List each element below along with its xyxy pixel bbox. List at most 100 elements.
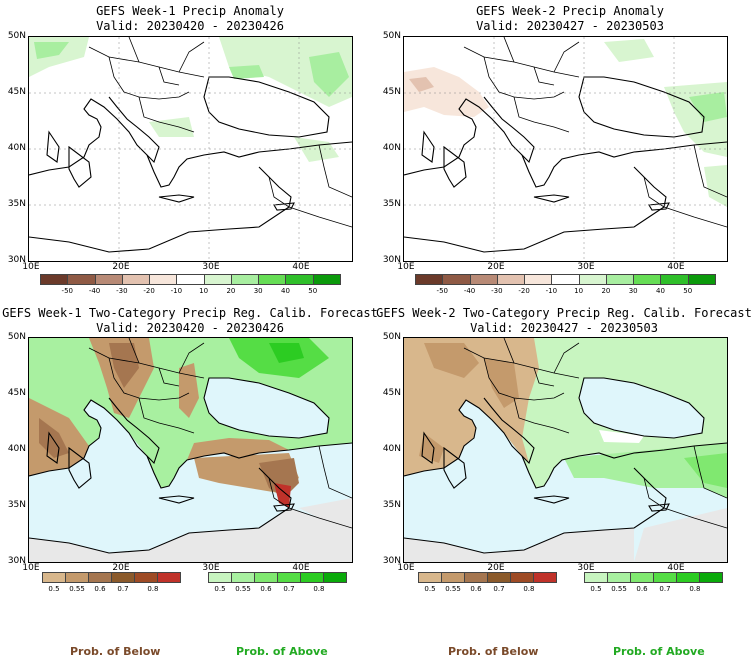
colorbar-tick-label: 0.6 — [470, 585, 482, 593]
panel2-title-line2: Valid: 20230427 - 20230503 — [476, 19, 664, 33]
colorbar-tick-label: -20 — [143, 287, 155, 295]
panel4-lat-35n: 35N — [382, 500, 401, 510]
panel2-borders — [463, 37, 727, 228]
colorbar-swatch — [94, 274, 123, 285]
panel2-map — [403, 36, 728, 262]
colorbar-swatch — [42, 572, 66, 583]
colorbar-tick-label: 0.55 — [235, 585, 251, 593]
colorbar-tick-label: 30 — [628, 287, 638, 295]
panel4-lon-20e: 20E — [487, 563, 505, 573]
colorbar-tick-label: 0.8 — [523, 585, 535, 593]
colorbar-swatch — [578, 274, 607, 285]
panel1-anomaly-fill — [29, 37, 352, 162]
panel3-lon-40e: 40E — [292, 563, 310, 573]
panel1-title-line1: GEFS Week-1 Precip Anomaly — [96, 4, 284, 18]
panel3-lat-40n: 40N — [7, 444, 26, 454]
colorbar-tick-label: 30 — [253, 287, 263, 295]
panel3-lon-20e: 20E — [112, 563, 130, 573]
panel3-title-line1: GEFS Week-1 Two-Category Precip Reg. Cal… — [2, 306, 378, 320]
panel2-title: GEFS Week-2 Precip Anomaly Valid: 202304… — [400, 4, 740, 34]
panel2-lat-50n: 50N — [382, 31, 401, 41]
panel2-lat-40n: 40N — [382, 143, 401, 153]
colorbar-tick-label: 10 — [199, 287, 209, 295]
colorbar-swatch — [258, 274, 287, 285]
panel3-prob-fill — [29, 338, 352, 562]
colorbar-swatch — [510, 572, 534, 583]
colorbar-swatch — [415, 274, 444, 285]
panel4-lat-50n: 50N — [382, 332, 401, 342]
panel2-coastlines — [404, 76, 727, 253]
colorbar-tick-label: 0.8 — [313, 585, 325, 593]
panel4-lon-30e: 30E — [577, 563, 595, 573]
panel1-lat-30n: 30N — [7, 255, 26, 265]
colorbar-tick-label: 10 — [574, 287, 584, 295]
panel2-lon-10e: 10E — [397, 262, 415, 272]
panel1-lat-35n: 35N — [7, 199, 26, 209]
colorbar-tick-label: 0.5 — [214, 585, 226, 593]
panel4-below-colorbar: 0.5 0.55 0.6 0.7 0.8 — [418, 572, 557, 596]
colorbar-tick-label: 0.8 — [689, 585, 701, 593]
colorbar-tick-label: 0.55 — [611, 585, 627, 593]
panel3-prob-below-label: Prob. of Below — [70, 645, 161, 658]
colorbar-tick-label: -50 — [436, 287, 448, 295]
panel2-lon-30e: 30E — [577, 262, 595, 272]
panel4-above-colorbar: 0.5 0.55 0.6 0.7 0.8 — [584, 572, 723, 596]
colorbar-tick-label: 0.6 — [636, 585, 648, 593]
colorbar-swatch — [285, 274, 314, 285]
colorbar-tick-label: -10 — [170, 287, 183, 295]
colorbar-swatch — [633, 274, 662, 285]
panel2-anomaly-fill — [404, 39, 727, 207]
colorbar-swatch — [149, 274, 178, 285]
panel1-lat-45n: 45N — [7, 87, 26, 97]
colorbar-swatch — [121, 274, 151, 285]
colorbar-tick-label: 0.55 — [69, 585, 85, 593]
colorbar-swatch — [469, 274, 498, 285]
panel4-lat-45n: 45N — [382, 388, 401, 398]
colorbar-swatch — [653, 572, 677, 583]
panel4-map-svg — [404, 338, 727, 562]
colorbar-swatch — [687, 274, 716, 285]
panel2-anomaly-colorbar: -50 -40 -30 -20 -10 10 20 30 40 50 — [415, 274, 716, 298]
panel4-title-line1: GEFS Week-2 Two-Category Precip Reg. Cal… — [376, 306, 752, 320]
colorbar-swatch — [551, 274, 580, 285]
panel2-title-line1: GEFS Week-2 Precip Anomaly — [476, 4, 664, 18]
panel3-below-colorbar: 0.5 0.55 0.6 0.7 0.8 — [42, 572, 181, 596]
panel1-gridlines — [29, 37, 352, 261]
colorbar-swatch — [67, 274, 96, 285]
panel3-title-line2: Valid: 20230420 - 20230426 — [96, 321, 284, 335]
colorbar-tick-label: 0.7 — [493, 585, 505, 593]
colorbar-swatch — [533, 572, 557, 583]
panel4-lat-40n: 40N — [382, 444, 401, 454]
colorbar-swatch — [203, 274, 232, 285]
colorbar-swatch — [134, 572, 158, 583]
colorbar-swatch — [605, 274, 635, 285]
panel4-coastlines — [404, 377, 727, 554]
colorbar-swatch — [584, 572, 608, 583]
panel4-lon-40e: 40E — [667, 563, 685, 573]
colorbar-tick-label: -50 — [61, 287, 73, 295]
panel1-coastlines — [29, 76, 352, 253]
panel3-lon-10e: 10E — [22, 563, 40, 573]
colorbar-swatch — [300, 572, 324, 583]
colorbar-swatch — [231, 572, 255, 583]
colorbar-tick-label: -30 — [491, 287, 503, 295]
panel3-map-svg — [29, 338, 352, 562]
colorbar-swatch — [88, 572, 112, 583]
panel4-lon-10e: 10E — [397, 563, 415, 573]
colorbar-swatch — [254, 572, 278, 583]
colorbar-swatch — [487, 572, 511, 583]
panel1-title: GEFS Week-1 Precip Anomaly Valid: 202304… — [20, 4, 360, 34]
colorbar-tick-label: -10 — [545, 287, 558, 295]
colorbar-tick-label: 40 — [655, 287, 665, 295]
colorbar-swatch — [277, 572, 301, 583]
colorbar-swatch — [630, 572, 654, 583]
colorbar-swatch — [496, 274, 526, 285]
colorbar-tick-label: 0.7 — [283, 585, 295, 593]
panel4-map — [403, 337, 728, 563]
colorbar-tick-label: 0.7 — [659, 585, 671, 593]
panel4-title: GEFS Week-2 Two-Category Precip Reg. Cal… — [376, 306, 752, 336]
colorbar-tick-label: 0.5 — [424, 585, 436, 593]
colorbar-swatch — [607, 572, 631, 583]
colorbar-swatch — [464, 572, 488, 583]
panel2-gridlines — [404, 37, 727, 261]
